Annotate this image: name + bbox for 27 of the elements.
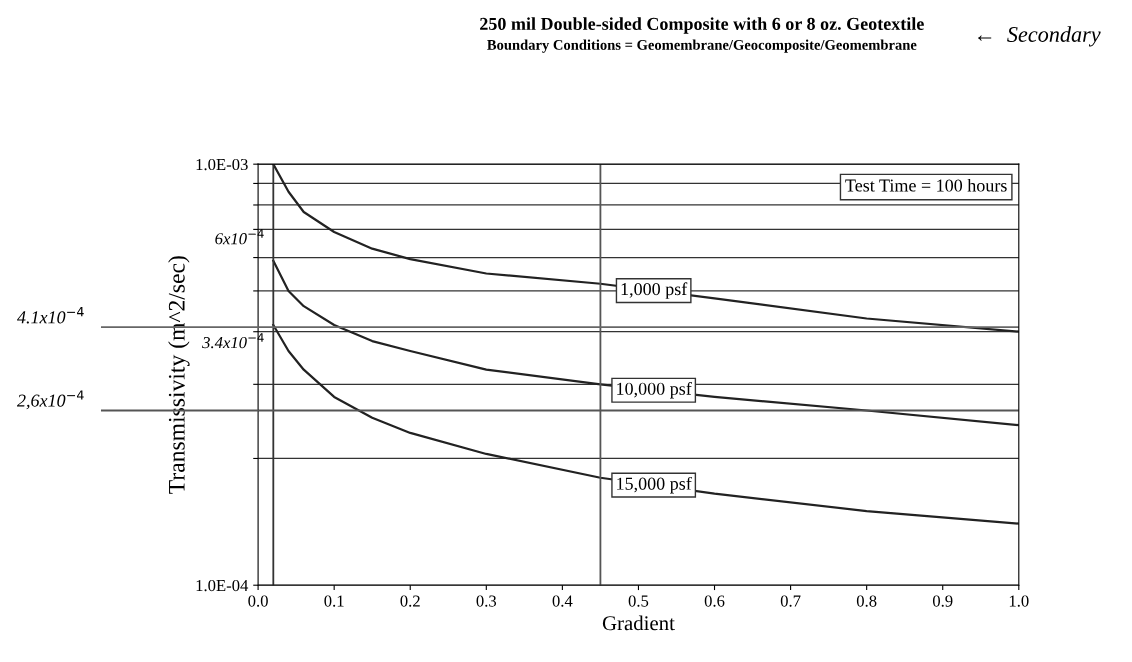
y-tick-label: 1.0E-04	[196, 579, 249, 592]
series-label: 10,000 psf	[617, 381, 692, 399]
x-axis-title: Gradient	[602, 615, 675, 631]
x-tick-label: 0.0	[248, 595, 268, 607]
x-tick-label: 0.3	[476, 595, 497, 607]
text: ← Secondary	[978, 26, 1101, 47]
x-tick-label: 0.2	[400, 595, 420, 607]
chart-title: 250 mil Double-sided Composite with 6 or 8 oz. Geotextile	[480, 17, 924, 34]
line-series	[272, 259, 1019, 427]
x-tick-label: 0.5	[628, 595, 649, 607]
chart-subtitle: Boundary Conditions = Geomembrane/Geocomposite/Geomembrane	[487, 39, 917, 53]
y-tick-label: 1.0E-03	[196, 158, 248, 171]
series-label: 1,000 psf	[621, 282, 688, 299]
x-tick-label: 0.8	[856, 595, 877, 607]
line-series	[272, 323, 1019, 525]
y-axis-title: Transmissivity (m^2/sec)	[168, 256, 190, 494]
x-tick-label: 1.0	[1009, 595, 1029, 607]
x-tick-label: 0.6	[704, 595, 725, 607]
x-tick-label: 0.1	[324, 595, 344, 607]
ref-line-label: 4.1x10$^{−4}$	[17, 307, 84, 324]
x-tick-label: 0.9	[932, 595, 953, 607]
x-tick-label: 0.4	[552, 595, 573, 607]
x-tick-label: 0.7	[780, 595, 801, 607]
series-label: 15,000 psf	[617, 476, 692, 494]
annotation: Test Time = 100 hours	[845, 178, 1007, 192]
ref-line-label: 2,6x10$^{−4}$	[16, 390, 84, 410]
line-series	[272, 164, 1019, 333]
